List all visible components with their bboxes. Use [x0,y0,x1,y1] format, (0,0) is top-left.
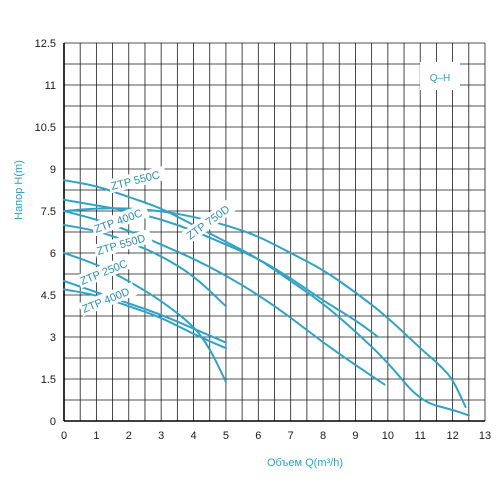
series-line-3 [63,198,380,338]
x-tick-label: 4 [190,430,196,442]
x-tick-label: 1 [93,430,99,442]
series-label-bg [76,253,136,289]
series-label-bg [107,165,168,194]
y-tick-label: 9 [50,164,56,176]
series-label-5: ZTP 250C [76,253,136,289]
y-tick-label: 12.5 [35,38,56,50]
x-tick-label: 0 [61,430,67,442]
grid [63,42,486,422]
x-tick-label: 5 [223,430,229,442]
series-line-1 [63,179,470,417]
y-axis-title: Напор H(m) [13,160,25,220]
y-tick-label: 10.5 [35,122,56,134]
x-axis-title: Объем Q(m³/h) [267,457,343,469]
y-tick-label: 0 [50,416,56,428]
y-tick-label: 11 [45,80,56,92]
x-tick-label: 3 [158,430,164,442]
legend-text: Q–H [430,73,451,84]
y-tick-label: 7.5 [41,206,56,218]
series-label-bg [90,203,150,237]
series-label-text: ZTP 550C [110,169,161,193]
legend-background [420,62,460,90]
tick-labels: 0 1 2 3 4 5 6 7 8 9 10 11 12 1301.534.567.5910.51112.… [35,38,492,442]
series-label-text: ZTP 250C [79,258,130,288]
series-label-text: ZTP 400C [93,207,144,235]
series-line-6 [63,280,227,344]
series-line-2 [63,207,467,408]
series-line-8 [63,288,227,350]
x-tick-label: 11 [415,430,426,442]
y-tick-label: 6 [50,248,56,260]
series-label-text: ZTP 550D [96,233,147,258]
x-tick-label: 2 [126,430,132,442]
x-tick-label: 13 [479,430,491,442]
series-label-bg [181,198,238,244]
series-label-6: ZTP 400D [78,281,138,317]
y-tick-label: 3 [50,332,56,344]
y-tick-label: 1.5 [41,374,56,386]
x-tick-label: 7 [288,430,294,442]
y-tick-label: 4.5 [41,290,56,302]
legend: Q–H [420,62,460,90]
series-label-1: ZTP 550C [107,165,168,194]
x-tick-label: 8 [320,430,326,442]
series-line-5 [63,252,227,383]
series-label-bg [78,281,138,317]
x-tick-label: 12 [446,430,458,442]
axes [63,43,485,422]
x-tick-label: 9 [352,430,358,442]
x-tick-label: 10 [382,430,394,442]
series-line-7 [63,224,227,308]
x-tick-label: 6 [255,430,261,442]
series-label-bg [93,228,153,259]
